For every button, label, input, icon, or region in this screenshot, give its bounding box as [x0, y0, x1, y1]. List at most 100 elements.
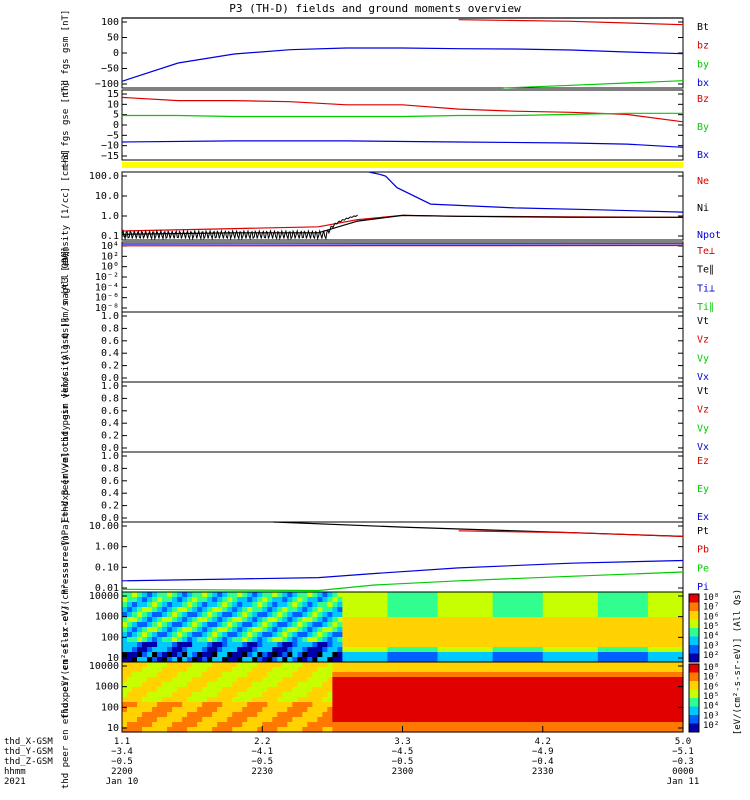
legend-bx: bx: [697, 78, 709, 89]
heatmap-cell: [597, 682, 604, 688]
panel-pressure: [121, 521, 684, 593]
heatmap-cell: [127, 672, 133, 678]
heatmap-cell: [342, 717, 348, 723]
heatmap-cell: [202, 642, 208, 648]
heatmap-cell: [277, 712, 283, 718]
heatmap-cell: [527, 697, 534, 703]
heatmap-cell: [652, 707, 659, 713]
heatmap-cell: [522, 687, 529, 693]
heatmap-cell: [122, 662, 128, 668]
heatmap-cell: [317, 652, 323, 658]
heatmap-cell: [312, 622, 318, 628]
heatmap-cell: [207, 702, 213, 708]
y-tick-label: 1000: [95, 682, 119, 693]
heatmap-cell: [652, 632, 659, 638]
heatmap-cell: [132, 682, 138, 688]
heatmap-cell: [532, 612, 539, 618]
heatmap-cell: [617, 627, 624, 633]
heatmap-cell: [322, 602, 328, 608]
heatmap-cell: [342, 647, 348, 653]
heatmap-cell: [167, 637, 173, 643]
heatmap-cell: [132, 642, 138, 648]
heatmap-cell: [492, 727, 499, 733]
heatmap-cell: [177, 647, 183, 653]
heatmap-cell: [447, 717, 454, 723]
heatmap-cell: [617, 612, 624, 618]
heatmap-cell: [677, 592, 684, 598]
heatmap-cell: [512, 687, 519, 693]
heatmap-cell: [142, 727, 148, 733]
heatmap-cell: [262, 687, 268, 693]
heatmap-cell: [207, 597, 213, 603]
x-tick-label: 3.3: [394, 737, 410, 747]
heatmap-cell: [137, 697, 143, 703]
heatmap-cell: [132, 637, 138, 643]
heatmap-cell: [327, 682, 333, 688]
heatmap-cell: [402, 627, 409, 633]
heatmap-cell: [492, 642, 499, 648]
heatmap-cell: [262, 662, 268, 668]
heatmap-cell: [227, 642, 233, 648]
heatmap-cell: [272, 637, 278, 643]
heatmap-cell: [647, 667, 654, 673]
heatmap-cell: [272, 592, 278, 598]
heatmap-cell: [192, 657, 198, 663]
heatmap-cell: [567, 722, 574, 728]
heatmap-cell: [472, 662, 479, 668]
heatmap-cell: [452, 597, 459, 603]
heatmap-cell: [522, 612, 529, 618]
heatmap-cell: [592, 687, 599, 693]
heatmap-cell: [232, 702, 238, 708]
heatmap-cell: [332, 647, 338, 653]
heatmap-cell: [582, 622, 589, 628]
heatmap-cell: [667, 622, 674, 628]
heatmap-cell: [377, 712, 384, 718]
heatmap-cell: [227, 652, 233, 658]
heatmap-cell: [542, 687, 549, 693]
heatmap-cell: [397, 702, 404, 708]
heatmap-cell: [152, 592, 158, 598]
legend-By: By: [697, 122, 709, 133]
heatmap-cell: [527, 607, 534, 613]
heatmap-cell: [677, 712, 684, 718]
heatmap-cell: [167, 687, 173, 693]
heatmap-cell: [122, 657, 128, 663]
heatmap-cell: [632, 667, 639, 673]
x-tick-label: −0.5: [111, 757, 133, 767]
heatmap-cell: [657, 687, 664, 693]
heatmap-cell: [487, 652, 494, 658]
legend-Vx: Vx: [697, 372, 709, 383]
heatmap-cell: [182, 672, 188, 678]
heatmap-cell: [277, 662, 283, 668]
heatmap-cell: [192, 652, 198, 658]
heatmap-cell: [397, 632, 404, 638]
heatmap-cell: [332, 717, 338, 723]
heatmap-cell: [562, 672, 569, 678]
heatmap-cell: [447, 592, 454, 598]
heatmap-cell: [572, 637, 579, 643]
heatmap-cell: [237, 662, 243, 668]
heatmap-cell: [567, 602, 574, 608]
heatmap-cell: [227, 607, 233, 613]
heatmap-cell: [412, 677, 419, 683]
heatmap-cell: [132, 702, 138, 708]
heatmap-cell: [187, 597, 193, 603]
heatmap-cell: [387, 657, 394, 663]
heatmap-cell: [432, 707, 439, 713]
heatmap-cell: [522, 637, 529, 643]
heatmap-cell: [362, 597, 369, 603]
heatmap-cell: [452, 677, 459, 683]
heatmap-cell: [237, 657, 243, 663]
heatmap-cell: [447, 627, 454, 633]
series-line-by: [503, 80, 684, 89]
heatmap-cell: [132, 592, 138, 598]
heatmap-cell: [157, 662, 163, 668]
heatmap-cell: [427, 602, 434, 608]
heatmap-cell: [267, 707, 273, 713]
heatmap-cell: [477, 632, 484, 638]
heatmap-cell: [242, 612, 248, 618]
heatmap-cell: [377, 632, 384, 638]
heatmap-cell: [587, 632, 594, 638]
heatmap-cell: [462, 597, 469, 603]
heatmap-cell: [292, 602, 298, 608]
